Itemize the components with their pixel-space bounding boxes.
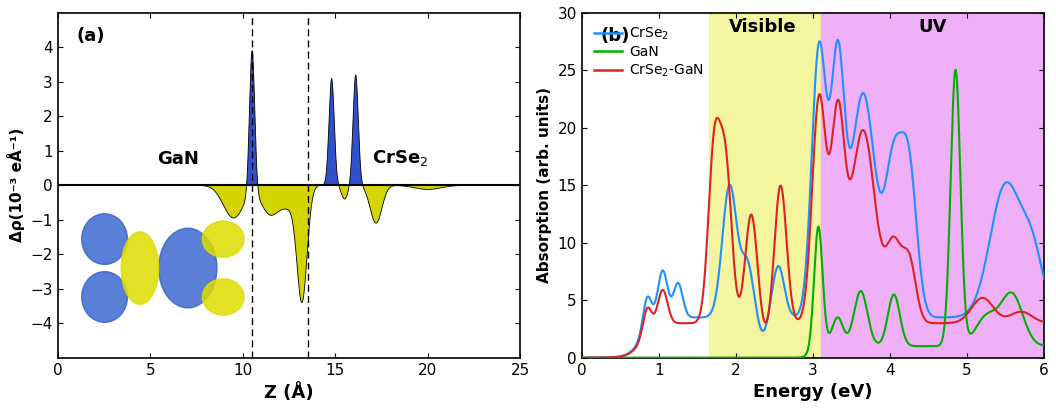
- Bar: [709, 13, 821, 357]
- Text: (a): (a): [76, 27, 105, 45]
- Y-axis label: Δρ(10⁻³ eÅ⁻¹): Δρ(10⁻³ eÅ⁻¹): [7, 128, 25, 243]
- Text: GaN: GaN: [157, 150, 199, 168]
- X-axis label: Energy (eV): Energy (eV): [753, 383, 872, 401]
- Text: CrSe$_2$: CrSe$_2$: [372, 148, 428, 168]
- Legend: CrSe$_2$, GaN, CrSe$_2$-GaN: CrSe$_2$, GaN, CrSe$_2$-GaN: [588, 20, 710, 85]
- X-axis label: Z (Å): Z (Å): [264, 383, 314, 402]
- Text: UV: UV: [919, 18, 946, 36]
- Text: Visible: Visible: [729, 18, 796, 36]
- Bar: [821, 13, 1044, 357]
- Text: (b): (b): [600, 27, 629, 45]
- Y-axis label: Absorption (arb. units): Absorption (arb. units): [536, 87, 552, 283]
